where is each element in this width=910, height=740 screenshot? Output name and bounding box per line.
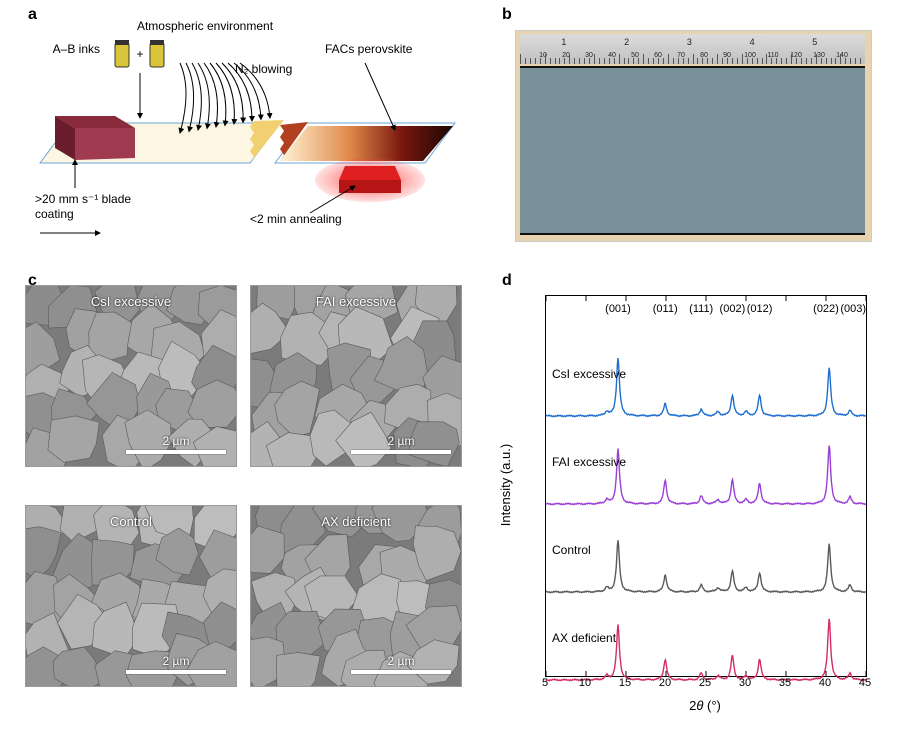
panel-a-schematic: Atmospheric environment >20 mm s⁻¹ blade… — [25, 18, 455, 248]
sem-image: Control 2 µm — [25, 505, 237, 687]
sem-image: AX deficient 2 µm — [250, 505, 462, 687]
blade-label-1: >20 mm s⁻¹ blade — [35, 192, 131, 206]
sem-image: FAI excessive 2 µm — [250, 285, 462, 467]
ruler: 10203040506070809010011012013014012345 — [520, 34, 865, 64]
xrd-trace-label: AX deficient — [552, 631, 617, 645]
svg-text:(003): (003) — [840, 303, 866, 315]
sem-label: FAI excessive — [316, 294, 396, 309]
xrd-trace-label: Control — [552, 543, 591, 557]
atmosphere-label: Atmospheric environment — [137, 19, 274, 33]
heater-block-side — [339, 180, 401, 193]
panel-b-photo: 10203040506070809010011012013014012345 — [500, 18, 870, 248]
anneal-label: <2 min annealing — [250, 212, 342, 226]
xrd-x-ticks: 51015202530354045 — [545, 677, 865, 697]
n2-label: N₂ blowing — [235, 62, 292, 76]
sample-film — [520, 66, 865, 235]
svg-text:(012): (012) — [747, 303, 773, 315]
scale-bar: 2 µm — [126, 436, 226, 454]
panel-d-xrd: Intensity (a.u.) (001) (011) (111) (002)(01… — [500, 285, 880, 715]
scale-bar: 2 µm — [126, 656, 226, 674]
panel-c-sem: CsI excessive2 µmFAI excessive2 µmContro… — [25, 285, 475, 715]
scale-bar: 2 µm — [351, 656, 451, 674]
xrd-chart-area: (001) (011) (111) (002)(012) (022)(003) CsI e… — [545, 295, 867, 677]
xrd-trace-label: FAI excessive — [552, 455, 626, 469]
xrd-y-axis-label: Intensity (a.u.) — [498, 444, 513, 526]
svg-text:(011): (011) — [653, 303, 678, 315]
inks-plus: + — [136, 47, 143, 61]
heater-block-top — [339, 166, 401, 180]
xrd-x-axis-label: 2θ (°) — [545, 698, 865, 713]
svg-text:(002): (002) — [720, 303, 746, 315]
svg-text:(001): (001) — [605, 303, 631, 315]
perovskite-label: FACs perovskite — [325, 42, 413, 56]
sem-label: Control — [110, 514, 152, 529]
xrd-trace — [546, 540, 866, 593]
xrd-trace-label: CsI excessive — [552, 367, 626, 381]
sem-label: AX deficient — [321, 514, 390, 529]
scale-bar: 2 µm — [351, 436, 451, 454]
inks-label: A–B inks — [53, 42, 100, 56]
sem-label: CsI excessive — [91, 294, 171, 309]
svg-text:(111): (111) — [689, 303, 713, 315]
sem-image: CsI excessive 2 µm — [25, 285, 237, 467]
perovskite-leader — [365, 63, 395, 130]
blade — [55, 116, 135, 160]
blade-label-2: coating — [35, 207, 74, 221]
perovskite-film — [280, 126, 453, 161]
svg-text:(022): (022) — [813, 303, 839, 315]
